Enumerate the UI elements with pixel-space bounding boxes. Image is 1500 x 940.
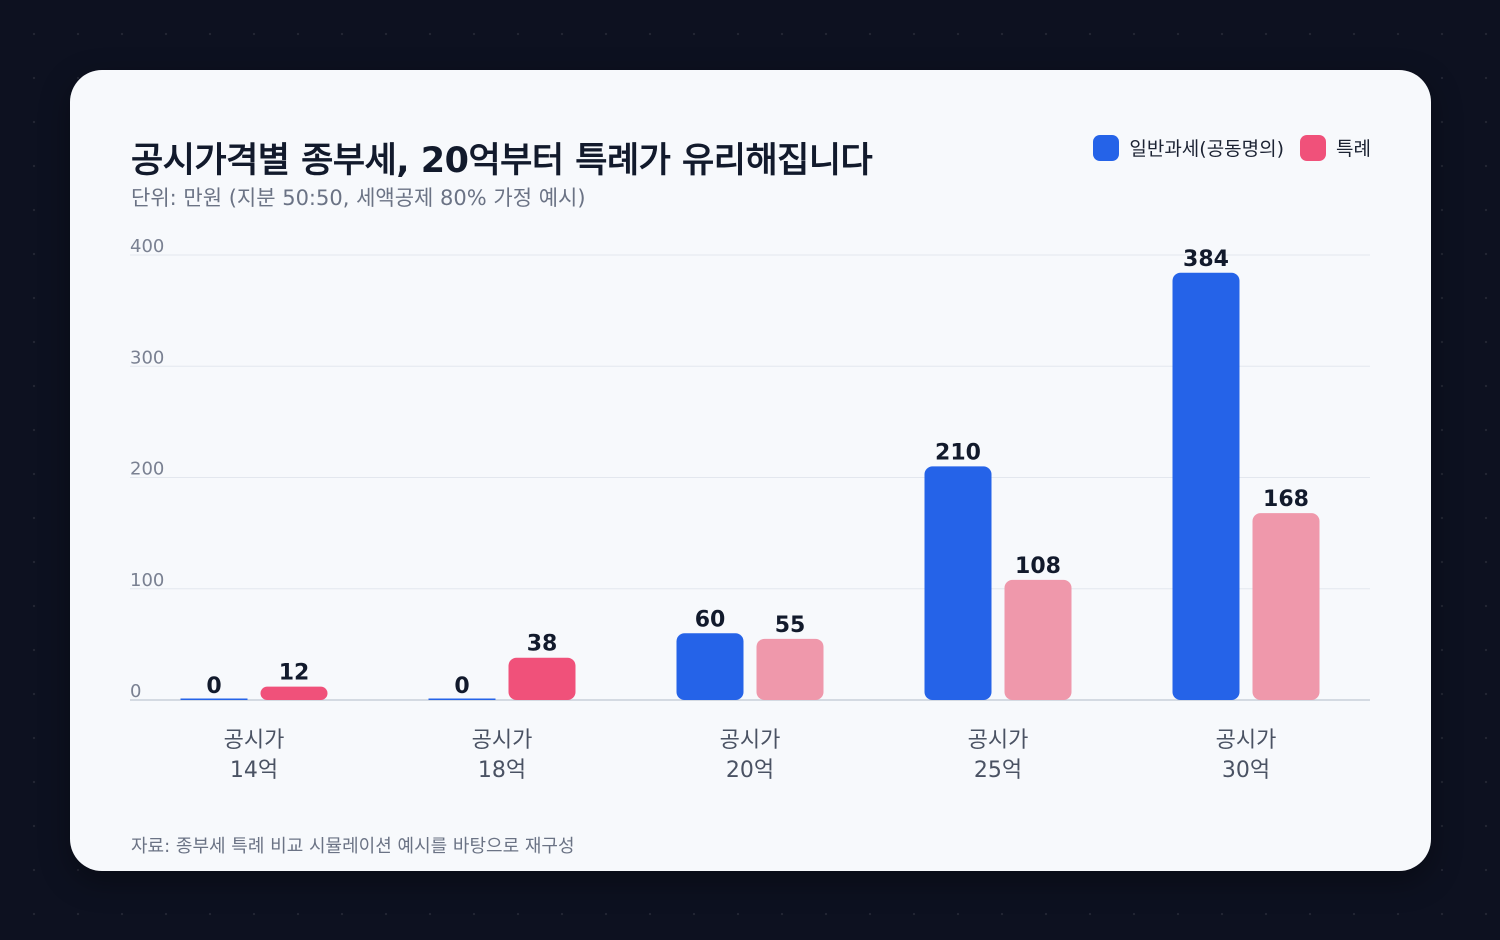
x-tick-label: 공시가 bbox=[472, 728, 533, 753]
bar bbox=[180, 698, 248, 700]
x-tick-label: 공시가 bbox=[1216, 728, 1277, 753]
bar-chart: 0 100 200 300 400 0 12 공시가 14억 0 38 공시가 18억 60 55 공시가 20… bbox=[130, 236, 1370, 783]
bar-value-label: 38 bbox=[527, 632, 558, 657]
chart-title: 공시가격별 종부세, 20억부터 특례가 유리해집니다 bbox=[131, 141, 873, 181]
bar bbox=[756, 638, 824, 700]
bar-value-label: 210 bbox=[935, 440, 981, 465]
x-tick-label: 20억 bbox=[726, 758, 774, 783]
x-tick-label: 공시가 bbox=[720, 728, 781, 753]
x-tick-label: 30억 bbox=[1222, 758, 1270, 783]
bar bbox=[260, 686, 328, 700]
x-tick-label: 18억 bbox=[478, 758, 526, 783]
bar-value-label: 60 bbox=[695, 607, 726, 632]
x-tick-label: 14억 bbox=[230, 758, 278, 783]
bar-value-label: 0 bbox=[454, 674, 469, 699]
legend-label-special: 특례 bbox=[1336, 138, 1371, 160]
legend-label-general-tax: 일반과세(공동명의) bbox=[1129, 138, 1285, 160]
chart-card: 공시가격별 종부세, 20억부터 특례가 유리해집니다 단위: 만원 (지분 5… bbox=[70, 70, 1431, 871]
bar-value-label: 168 bbox=[1263, 487, 1309, 512]
bar bbox=[1004, 579, 1072, 700]
legend-item-special: 특례 bbox=[1300, 134, 1371, 161]
bar-value-label: 0 bbox=[206, 674, 221, 699]
chart-legend: 일반과세(공동명의) 특례 bbox=[1077, 134, 1371, 161]
chart-subtitle: 단위: 만원 (지분 50:50, 세액공제 80% 가정 예시) bbox=[131, 186, 586, 210]
x-tick-label: 25억 bbox=[974, 758, 1022, 783]
bar bbox=[1252, 513, 1320, 700]
bar-value-label: 384 bbox=[1183, 247, 1229, 272]
y-tick-label: 200 bbox=[130, 459, 164, 480]
bar-value-label: 12 bbox=[279, 661, 310, 686]
bar-value-label: 55 bbox=[775, 613, 806, 638]
x-tick-label: 공시가 bbox=[968, 728, 1029, 753]
legend-item-general-tax: 일반과세(공동명의) bbox=[1093, 134, 1284, 161]
y-tick-label: 0 bbox=[130, 681, 141, 702]
legend-swatch-general-tax bbox=[1093, 134, 1120, 161]
x-tick-label: 공시가 bbox=[224, 728, 285, 753]
y-tick-label: 400 bbox=[130, 236, 164, 257]
bar bbox=[676, 633, 744, 700]
bar bbox=[924, 466, 992, 700]
legend-swatch-special bbox=[1300, 134, 1327, 161]
bar bbox=[428, 698, 496, 700]
y-tick-label: 100 bbox=[130, 570, 164, 591]
source-note: 자료: 종부세 특례 비교 시뮬레이션 예시를 바탕으로 재구성 bbox=[131, 836, 575, 857]
y-tick-label: 300 bbox=[130, 347, 164, 368]
bar bbox=[508, 657, 576, 700]
bar-value-label: 108 bbox=[1015, 554, 1061, 579]
bar bbox=[1172, 272, 1240, 700]
